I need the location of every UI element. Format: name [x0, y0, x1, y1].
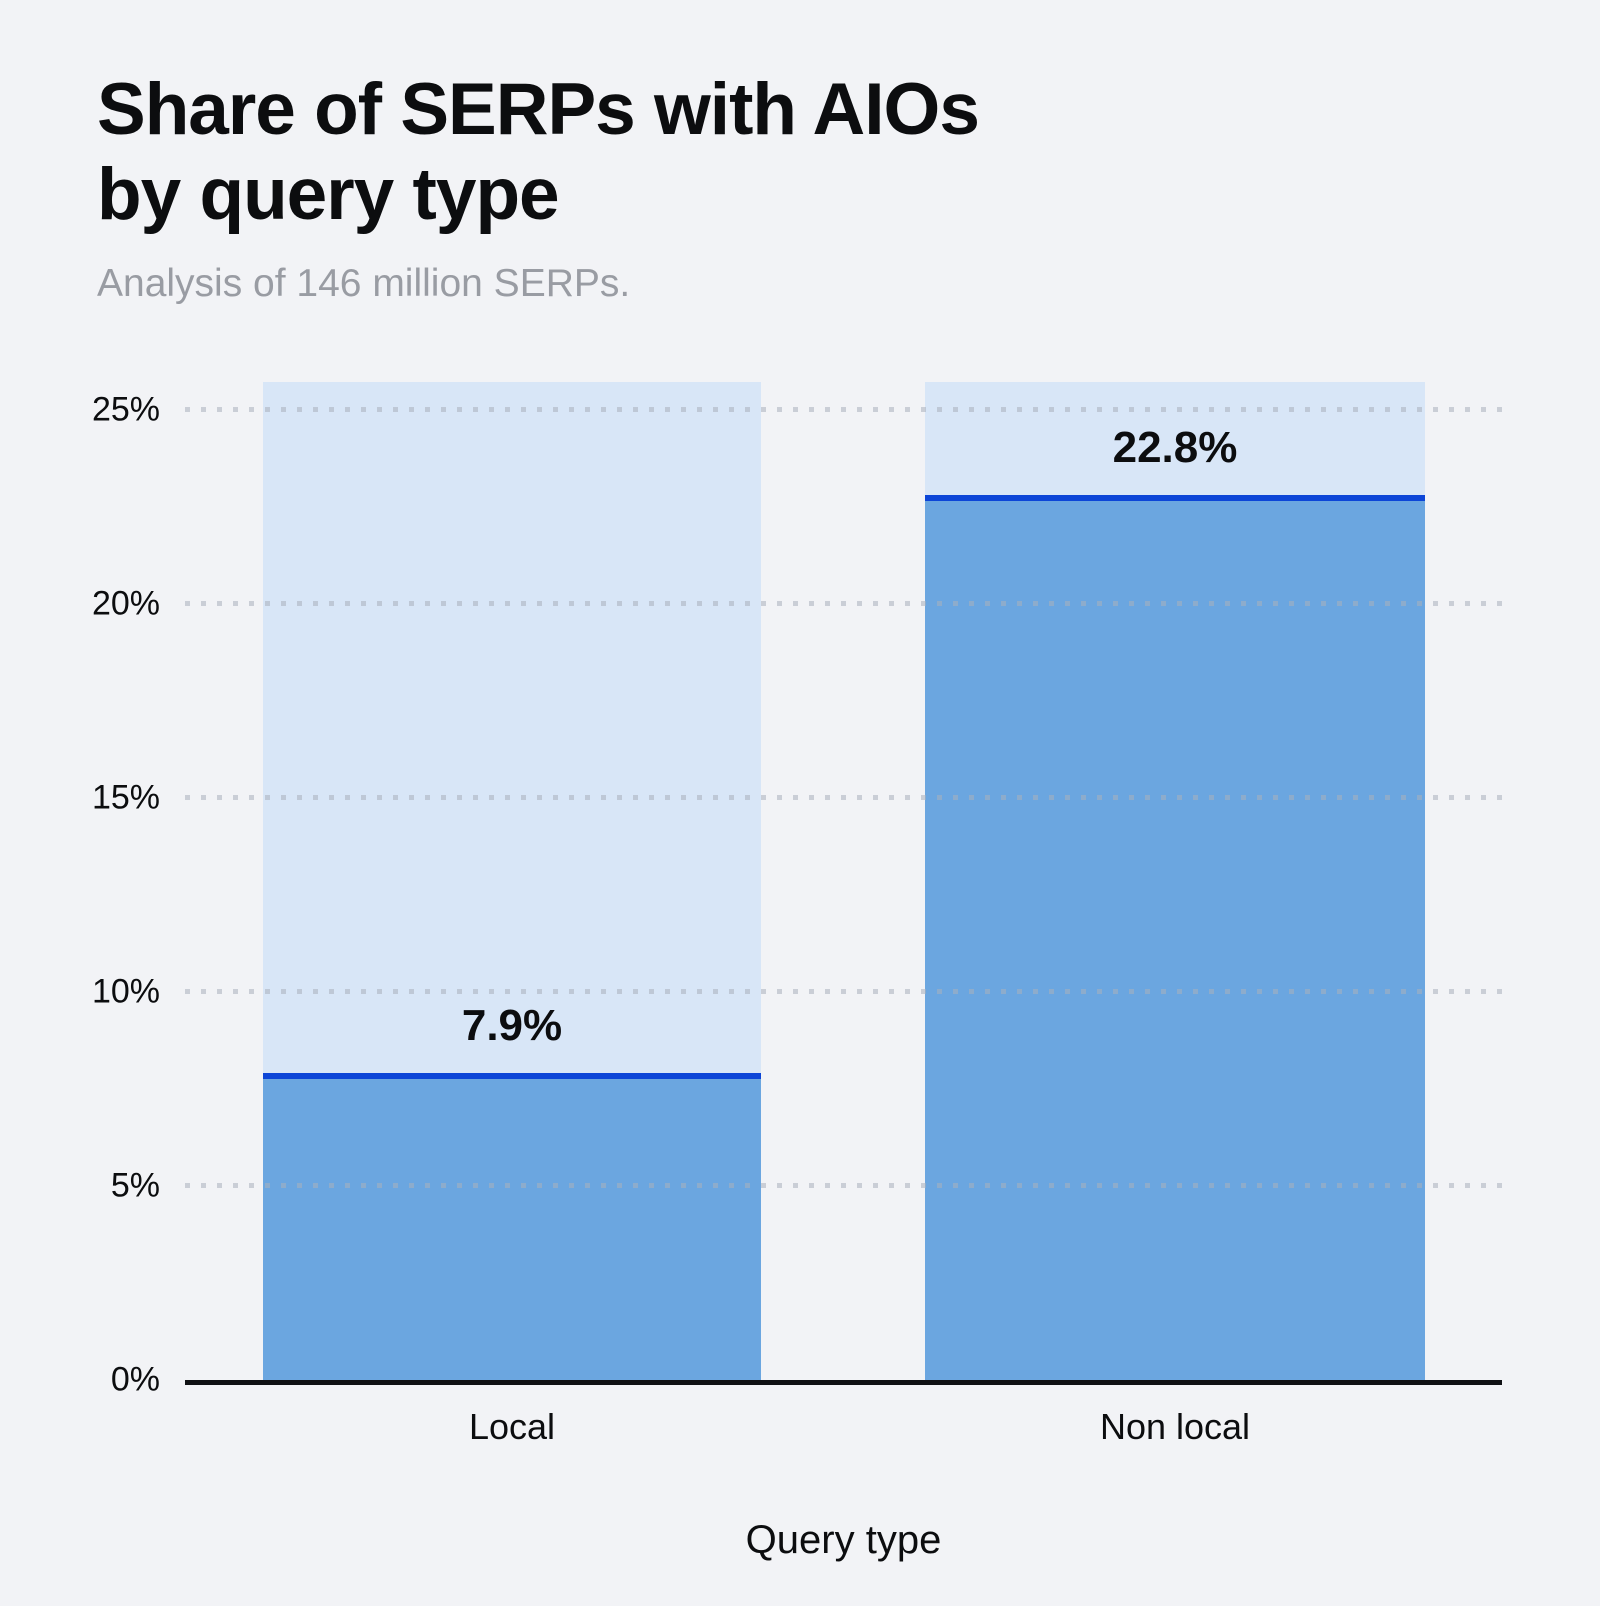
y-axis: 0% 5% 10% 15% 20% 25%	[0, 382, 160, 1398]
bar-fill	[263, 1073, 761, 1380]
chart-title-line1: Share of SERPs with AIOs	[97, 69, 980, 150]
y-axis-tick-label: 20%	[91, 584, 160, 623]
x-axis-line	[185, 1380, 1502, 1385]
value-line	[263, 1073, 761, 1080]
y-axis-tick-label: 25%	[91, 390, 160, 429]
bar-value-label: 7.9%	[461, 1001, 563, 1051]
x-axis-title: Query type	[745, 1518, 942, 1562]
bar-value-label: 22.8%	[1112, 423, 1238, 473]
x-axis-category-label: Local	[468, 1406, 556, 1447]
bars-layer: 7.9% Local 22.8% Non local	[185, 382, 1502, 1447]
bar-fill	[925, 495, 1425, 1380]
x-axis-category-label: Non local	[1099, 1406, 1251, 1447]
y-axis-tick-label: 10%	[91, 972, 160, 1011]
chart-title-line2: by query type	[97, 153, 560, 235]
y-axis-tick-label: 0%	[110, 1360, 160, 1399]
plot-area: 7.9% Local 22.8% Non local	[185, 382, 1502, 1447]
bar-group-local: 7.9% Local	[263, 382, 761, 1447]
bar-group-non-local: 22.8% Non local	[925, 382, 1425, 1447]
chart-title: Share of SERPs with AIOs by query type	[97, 68, 980, 237]
value-line	[925, 495, 1425, 502]
y-axis-tick-label: 5%	[110, 1166, 160, 1205]
y-axis-tick-label: 15%	[91, 778, 160, 817]
chart-subtitle: Analysis of 146 million SERPs.	[97, 262, 631, 305]
